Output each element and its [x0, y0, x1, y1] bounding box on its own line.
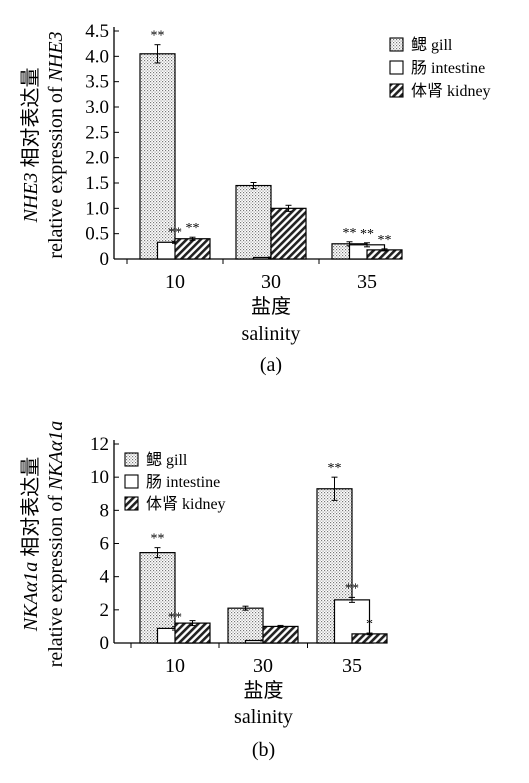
x-tick-label: 35 [357, 271, 377, 293]
panel-label: (b) [252, 739, 275, 761]
significance-mark: ** [343, 226, 357, 241]
legend-swatch [389, 83, 404, 98]
y-tick-label: 4.5 [85, 21, 109, 42]
legend-label: 鳃 gill [146, 451, 188, 469]
y-tick-label: 10 [90, 467, 109, 488]
y-tick-label: 4 [100, 567, 110, 588]
significance-mark: ** [168, 611, 182, 626]
significance-mark: ** [168, 225, 182, 240]
significance-mark: * [366, 617, 373, 632]
y-tick-label: 2 [100, 600, 110, 621]
y-tick-label: 12 [90, 434, 109, 455]
significance-mark: ** [360, 227, 374, 242]
x-axis-label-cn: 盐度 [251, 295, 291, 318]
significance-mark: ** [328, 461, 342, 476]
legend-label: 体肾 kidney [146, 495, 226, 513]
y-axis-label-line2: relative expression of NHE3 [45, 31, 67, 258]
legend-swatch [124, 496, 139, 511]
significance-mark: ** [151, 532, 165, 547]
x-tick-label: 10 [165, 271, 185, 293]
legend-label: 肠 intestine [411, 59, 485, 77]
bar-dots [235, 184, 272, 260]
x-tick-label: 30 [261, 271, 281, 293]
legend-swatch [389, 60, 404, 75]
chart-a: 00.51.01.52.02.53.03.54.04.510 30 35******… [19, 21, 491, 376]
x-tick-label: 10 [165, 655, 185, 677]
bar-hatch [262, 625, 299, 644]
bar-hatch [351, 633, 388, 644]
x-axis-label-en: salinity [242, 323, 301, 345]
legend-swatch [124, 474, 139, 489]
y-axis-label-line1: NHE3 相对表达量 [19, 68, 42, 224]
y-tick-label: 1.5 [85, 173, 109, 194]
x-tick-label: 35 [342, 655, 362, 677]
x-axis-label-cn: 盐度 [244, 679, 284, 702]
y-tick-label: 3.0 [85, 97, 109, 118]
y-tick-label: 1.0 [85, 198, 109, 219]
y-tick-label: 4.0 [85, 46, 109, 67]
y-tick-label: 0 [100, 249, 110, 270]
bar-hatch [270, 207, 307, 260]
y-tick-label: 2.5 [85, 122, 109, 143]
bar-hatch [174, 238, 211, 260]
legend-swatch [389, 37, 404, 52]
y-axis-label-line1: NKAα1a 相对表达量 [19, 457, 42, 632]
x-axis-label-en: salinity [234, 706, 293, 728]
bar-dots [227, 607, 264, 644]
significance-mark: ** [186, 221, 200, 236]
significance-mark: ** [378, 233, 392, 248]
bar-dots [139, 53, 176, 260]
y-tick-label: 6 [100, 534, 110, 555]
y-axis-label-line2: relative expression of NKAα1a [45, 421, 67, 668]
legend-swatch [124, 452, 139, 467]
y-tick-label: 2.0 [85, 148, 109, 169]
panel-label: (a) [260, 354, 282, 376]
legend-label: 肠 intestine [146, 473, 220, 491]
y-tick-label: 0 [100, 633, 110, 654]
significance-mark: ** [151, 29, 165, 44]
y-tick-label: 0.5 [85, 224, 109, 245]
x-tick-label: 30 [253, 655, 273, 677]
significance-mark: ** [345, 581, 359, 596]
legend-label: 鳃 gill [411, 36, 453, 54]
y-tick-label: 8 [100, 500, 110, 521]
legend-label: 体肾 kidney [411, 82, 491, 100]
y-tick-label: 3.5 [85, 72, 109, 93]
